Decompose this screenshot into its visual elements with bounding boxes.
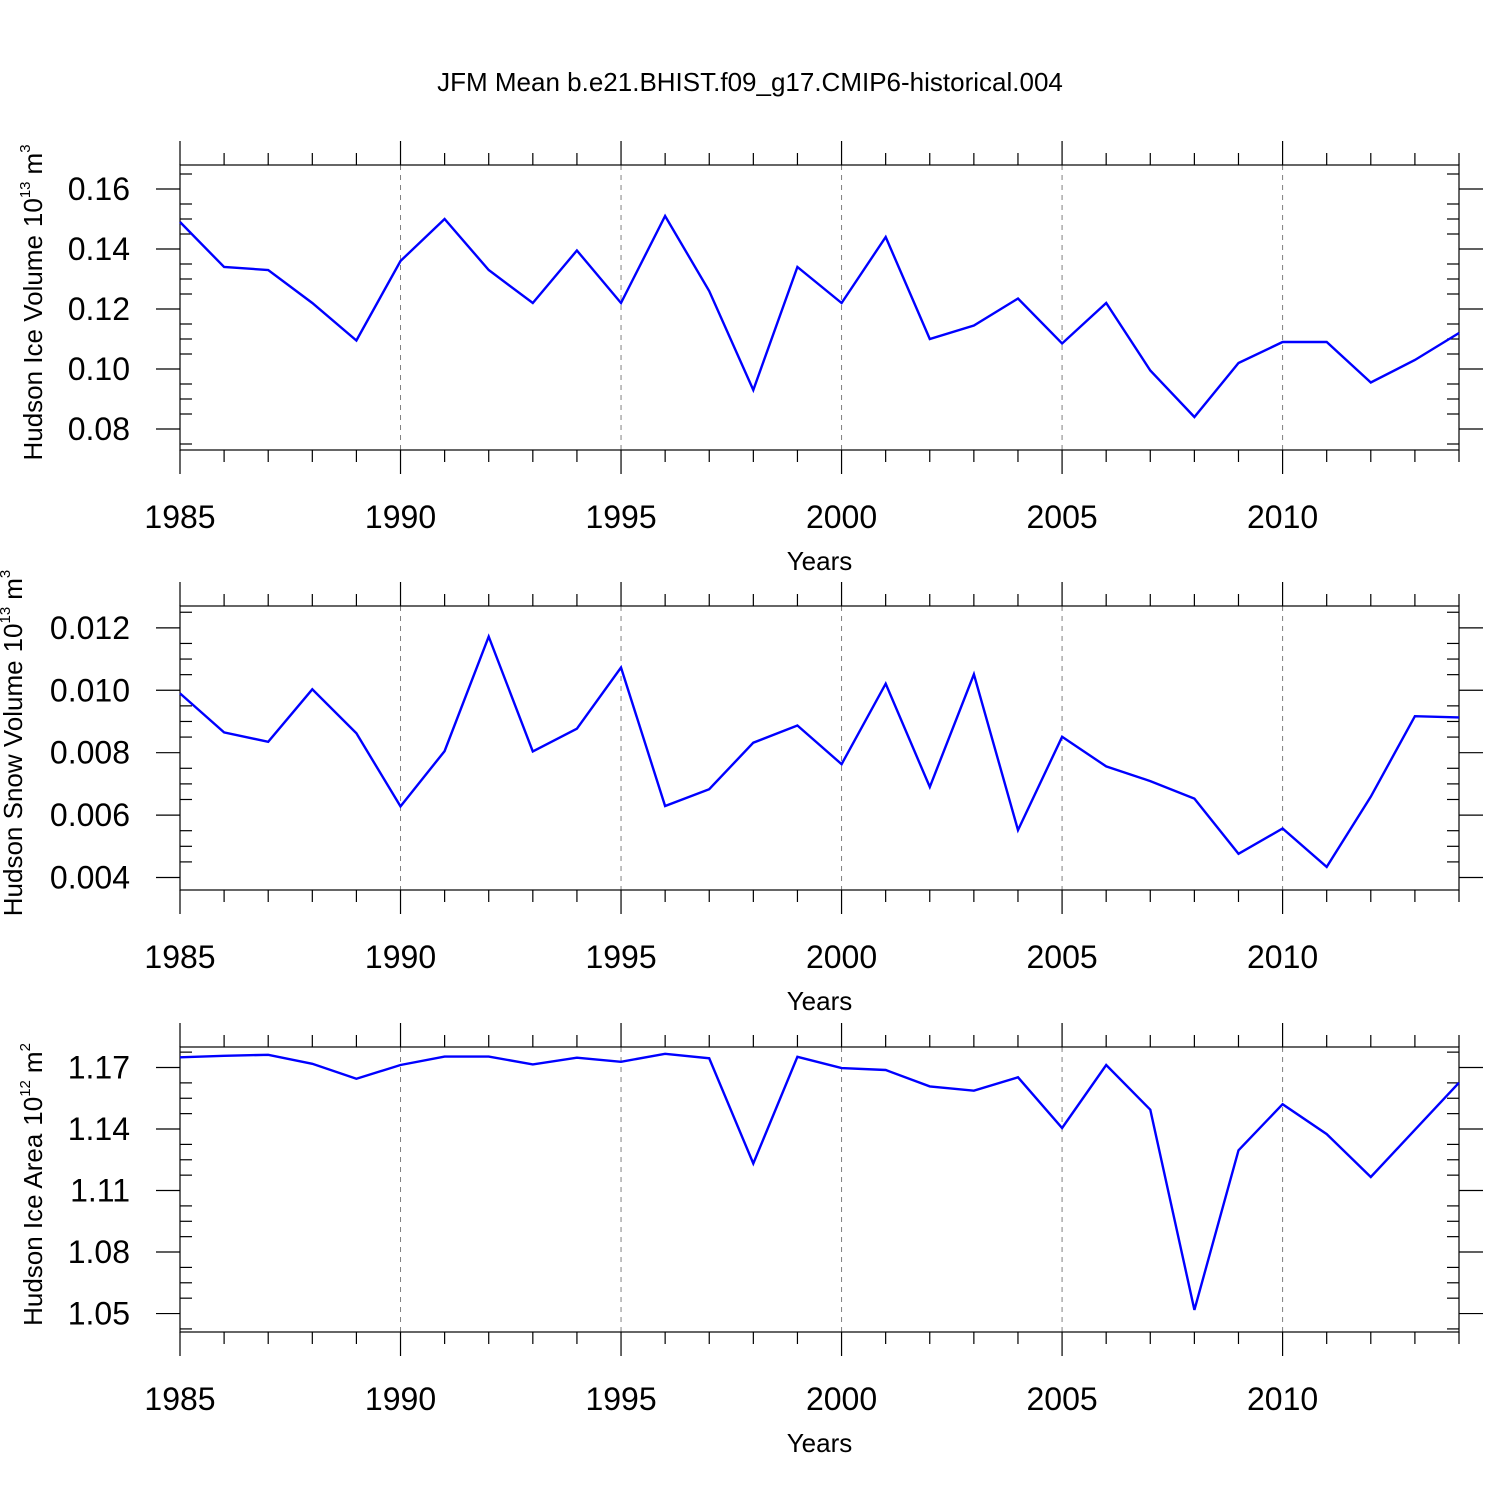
snow-volume-y-tick-label-0.004: 0.004 — [50, 860, 130, 896]
ice-volume-y-tick-labels: 0.08 0.10 0.12 0.14 0.16 — [68, 171, 130, 447]
ice-volume-series-line — [180, 216, 1459, 417]
ice-area-y-tick-label-1.11: 1.11 — [70, 1173, 130, 1209]
snow-volume-y-unit-power: 3 — [0, 570, 14, 578]
snow-volume-ticks — [156, 582, 1483, 914]
snow-volume-series-line — [180, 637, 1459, 867]
snow-volume-y-axis-label-text: Hudson Snow Volume — [0, 660, 28, 916]
snow-volume-y-unit-base: 10 — [0, 623, 28, 652]
ice-area-y-tick-labels: 1.05 1.08 1.11 1.14 1.17 — [68, 1050, 130, 1332]
ice-area-y-tick-label-1.08: 1.08 — [68, 1234, 130, 1270]
ice-area-x-tick-label-1995: 1995 — [585, 1381, 656, 1417]
ice-area-x-tick-label-2000: 2000 — [806, 1381, 877, 1417]
ice-volume-points — [180, 216, 1459, 417]
ice-area-y-axis-label-text: Hudson Ice Area — [18, 1133, 48, 1326]
ice-volume-x-tick-label-2010: 2010 — [1247, 499, 1318, 535]
ice-area-grid — [401, 1047, 1283, 1332]
snow-volume-x-tick-label-1995: 1995 — [585, 939, 656, 975]
snow-volume-y-unit-exponent: 13 — [0, 607, 14, 624]
snow-volume-grid — [401, 606, 1283, 890]
snow-volume-x-tick-label-2005: 2005 — [1026, 939, 1097, 975]
snow-volume-x-tick-label-1985: 1985 — [144, 939, 215, 975]
snow-volume-y-tick-label-0.006: 0.006 — [50, 797, 130, 833]
ice-volume-y-axis-label: Hudson Ice Volume 1013 m3 — [17, 144, 48, 460]
ice-area-x-axis-label: Years — [787, 1428, 853, 1458]
ice-area-y-unit-base: 10 — [18, 1097, 48, 1126]
snow-volume-y-axis-label: Hudson Snow Volume 1013 m3 — [0, 570, 28, 916]
ice-volume-x-tick-label-1985: 1985 — [144, 499, 215, 535]
ice-volume-y-unit-base: 10 — [18, 198, 48, 227]
ice-volume-y-tick-label-0.12: 0.12 — [68, 291, 130, 327]
ice-area-x-tick-label-1990: 1990 — [365, 1381, 436, 1417]
ice-volume-y-tick-label-0.08: 0.08 — [68, 411, 130, 447]
ice-volume-y-unit-exponent: 13 — [17, 181, 34, 198]
ice-area-y-unit-exponent: 12 — [17, 1080, 34, 1097]
ice-volume-ticks — [156, 141, 1483, 474]
ice-area-x-tick-label-2010: 2010 — [1247, 1381, 1318, 1417]
ice-volume-y-unit-name: m — [18, 153, 48, 175]
ice-volume-y-tick-label-0.14: 0.14 — [68, 231, 130, 267]
figure-title: JFM Mean b.e21.BHIST.f09_g17.CMIP6-histo… — [437, 67, 1063, 97]
ice-area-ticks — [156, 1023, 1483, 1356]
ice-area-plot-frame — [180, 1047, 1459, 1332]
snow-volume-y-tick-label-0.008: 0.008 — [50, 735, 130, 771]
ice-area-y-unit-power: 2 — [17, 1043, 34, 1051]
snow-volume-y-tick-label-0.012: 0.012 — [50, 610, 130, 646]
ice-volume-x-tick-label-2005: 2005 — [1026, 499, 1097, 535]
ice-volume-x-tick-label-1990: 1990 — [365, 499, 436, 535]
snow-volume-y-tick-labels: 0.004 0.006 0.008 0.010 0.012 — [50, 610, 130, 896]
ice-volume-x-tick-label-1995: 1995 — [585, 499, 656, 535]
snow-volume-plot-frame — [180, 606, 1459, 890]
snow-volume-y-tick-label-0.010: 0.010 — [50, 672, 130, 708]
snow-volume-x-axis-label: Years — [787, 986, 853, 1016]
ice-area-x-tick-label-1985: 1985 — [144, 1381, 215, 1417]
ice-volume-panel: 1985 1990 1995 2000 2005 2010 0.08 0.10 0.12 0.1… — [17, 141, 1483, 576]
snow-volume-x-tick-labels: 1985 1990 1995 2000 2005 2010 — [144, 939, 1318, 975]
ice-volume-y-tick-label-0.16: 0.16 — [68, 171, 130, 207]
snow-volume-x-tick-label-2000: 2000 — [806, 939, 877, 975]
ice-area-y-axis-label: Hudson Ice Area 1012 m2 — [17, 1043, 48, 1326]
ice-volume-plot-frame — [180, 165, 1459, 450]
ice-volume-x-axis-label: Years — [787, 546, 853, 576]
ice-area-series-line — [180, 1054, 1459, 1310]
ice-volume-y-unit-power: 3 — [17, 144, 34, 152]
ice-volume-y-axis-label-text: Hudson Ice Volume — [18, 235, 48, 460]
ice-volume-x-tick-labels: 1985 1990 1995 2000 2005 2010 — [144, 499, 1318, 535]
snow-volume-x-tick-label-1990: 1990 — [365, 939, 436, 975]
snow-volume-y-unit-name: m — [0, 578, 28, 600]
ice-area-y-tick-label-1.14: 1.14 — [68, 1111, 130, 1147]
ice-volume-x-tick-label-2000: 2000 — [806, 499, 877, 535]
ice-area-y-tick-label-1.17: 1.17 — [68, 1050, 130, 1086]
ice-area-points — [180, 1054, 1459, 1310]
ice-area-y-unit-name: m — [18, 1051, 48, 1073]
ice-area-x-tick-label-2005: 2005 — [1026, 1381, 1097, 1417]
snow-volume-points — [180, 637, 1459, 867]
ice-area-y-tick-label-1.05: 1.05 — [68, 1296, 130, 1332]
ice-area-panel: 1985 1990 1995 2000 2005 2010 1.05 1.08 1.11 1.1… — [17, 1023, 1483, 1458]
ice-volume-grid — [401, 165, 1283, 450]
ice-volume-y-tick-label-0.10: 0.10 — [68, 351, 130, 387]
ice-area-x-tick-labels: 1985 1990 1995 2000 2005 2010 — [144, 1381, 1318, 1417]
snow-volume-panel: 1985 1990 1995 2000 2005 2010 0.004 0.006 0.008… — [0, 570, 1483, 1016]
snow-volume-x-tick-label-2010: 2010 — [1247, 939, 1318, 975]
